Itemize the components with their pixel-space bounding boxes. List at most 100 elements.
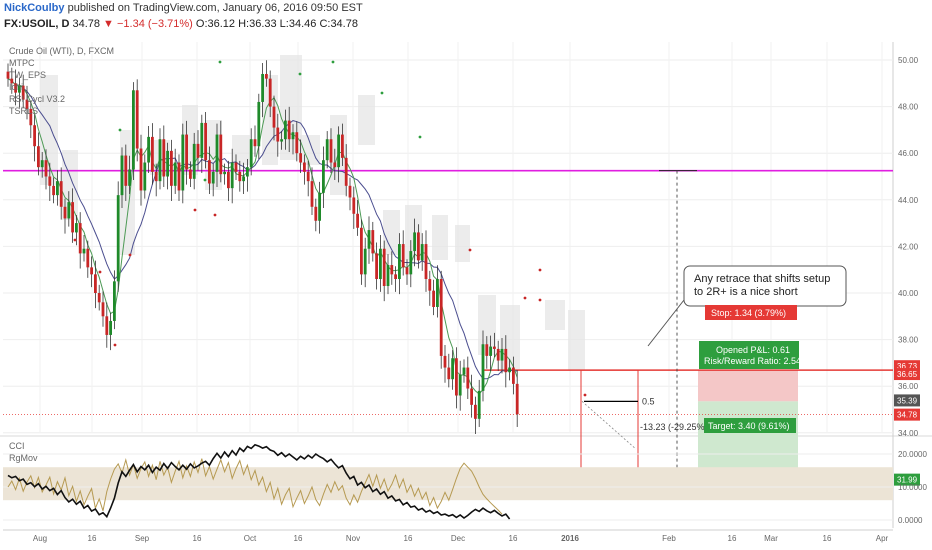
candle [287,106,291,153]
pattern-box [478,295,496,355]
legend-item: RSI Cycl V3.2 [9,94,65,104]
candle [48,162,52,201]
price-tag-bg [894,408,920,421]
y-tick-label: 40.00 [898,289,919,298]
candle-body [451,358,454,380]
candle [443,344,447,383]
signal-dot [203,178,207,182]
stop-zone [698,370,798,402]
x-tick-label: 16 [823,534,832,543]
price-tag: 31.99 [897,476,918,485]
candle-body [367,230,371,249]
candle-body [508,367,511,373]
annotation-text: Any retrace that shifts setup [694,273,830,285]
x-tick-label: Oct [244,534,257,543]
candle [398,233,401,295]
candle-body [189,169,192,179]
candle-body [352,197,356,214]
rgmov-line [7,457,503,515]
x-tick-label: Feb [662,534,676,543]
stop-label-bg [705,305,797,320]
candle-body [417,232,420,261]
measure-label: -13.23 (-29.25% [640,422,705,432]
x-tick-label: 16 [509,534,518,543]
candle-body [18,85,21,93]
candle [386,254,390,295]
candle [405,259,409,285]
x-tick-label: Dec [451,534,465,543]
pattern-box [300,135,320,165]
pattern-box [280,55,302,160]
candle-body [6,71,10,79]
x-tick-label: 16 [728,534,737,543]
candle [162,125,166,187]
candle [249,128,253,176]
candle [428,270,432,306]
candle [124,144,128,201]
candle-body [105,316,109,335]
candle [170,139,173,201]
candle [6,63,10,87]
candle [56,170,59,206]
candle [158,128,162,190]
candle-body [40,160,44,168]
candle-body [257,101,261,147]
candle [436,265,439,318]
candle-body [86,248,90,268]
candle [242,162,245,194]
y-tick-label: 50.00 [898,56,919,65]
candle-body [181,134,185,191]
candle-body [306,171,310,182]
candle-body [394,274,397,280]
fast-moving-average [7,78,518,395]
x-tick-label: Aug [33,534,47,543]
candle [97,284,101,311]
candle [105,302,109,348]
candle [211,163,215,197]
candle [25,85,29,120]
candle-body [132,90,135,170]
pattern-box [232,135,250,165]
candle [306,160,310,197]
candle-body [477,390,481,419]
price-tag: 36.73 [897,362,918,371]
candle-body [356,213,359,228]
candle [379,234,382,292]
candle-body [215,134,219,172]
candle-body [147,136,150,163]
signal-dot [418,135,422,139]
candle-body [78,223,82,254]
candle-body [390,265,394,275]
candle [215,123,219,187]
candle-body [177,162,181,191]
candle-body [52,185,55,196]
candle [253,125,257,157]
candle [284,109,287,150]
symbol-name[interactable]: FX:USOIL, D [4,18,70,30]
candle [371,221,375,262]
pattern-box [545,300,565,330]
candle [14,69,17,106]
candle-body [439,279,443,356]
candle-body [116,195,120,282]
candle [154,163,158,197]
candle-body [405,267,409,275]
candle [390,251,394,285]
candle [116,181,120,292]
candle-body [481,344,485,391]
candle-body [314,206,318,221]
candle-body [249,139,253,168]
candle-body [303,162,306,172]
candle-body [458,374,462,396]
author-link[interactable]: NickCoulby [4,2,65,14]
candle [280,131,283,150]
candle-body [33,125,36,147]
candle [151,123,154,185]
candle-body [204,122,207,161]
candle [204,111,207,169]
candle-body [268,78,272,107]
candle-body [348,185,352,198]
candle [257,93,261,160]
candle [432,279,435,316]
